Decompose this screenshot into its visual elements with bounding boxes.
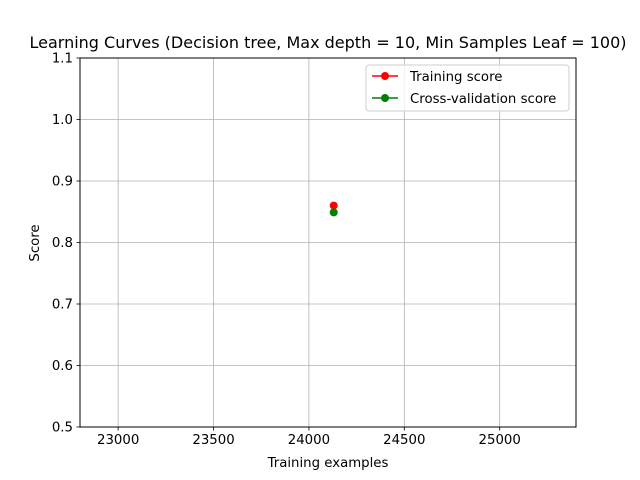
legend: Training score Cross-validation score: [365, 64, 570, 112]
legend-cv-marker: [381, 94, 389, 102]
x-tick-label: 25000: [479, 433, 521, 448]
x-tick-label: 23000: [97, 433, 139, 448]
x-tick-label: 24500: [383, 433, 425, 448]
plot-area-frame: [79, 57, 577, 428]
y-tick-label: 1.0: [52, 113, 73, 128]
chart-title: Learning Curves (Decision tree, Max dept…: [30, 33, 627, 52]
x-tick-label: 24000: [288, 433, 330, 448]
legend-training-label: Training score: [409, 70, 502, 85]
y-tick-label: 0.8: [52, 236, 73, 251]
legend-cv-label: Cross-validation score: [410, 92, 556, 107]
y-axis-label: Score: [28, 224, 43, 261]
training-score-point: [329, 201, 338, 210]
x-axis-ticks: 23000 23500 24000 24500 25000: [97, 427, 521, 448]
legend-training-marker: [381, 72, 389, 80]
y-tick-label: 0.7: [52, 298, 73, 313]
y-tick-label: 0.9: [52, 175, 73, 190]
y-tick-label: 0.5: [52, 421, 73, 436]
y-tick-label: 1.1: [52, 52, 73, 67]
legend-box: [365, 64, 570, 112]
data-points: [329, 201, 338, 217]
x-axis-label: Training examples: [267, 456, 389, 471]
y-axis-ticks: 0.5 0.6 0.7 0.8 0.9 1.0 1.1: [52, 52, 80, 436]
x-tick-label: 23500: [192, 433, 234, 448]
y-tick-label: 0.6: [52, 359, 73, 374]
cross-validation-score-point: [329, 208, 338, 217]
grid-lines: [80, 57, 576, 428]
